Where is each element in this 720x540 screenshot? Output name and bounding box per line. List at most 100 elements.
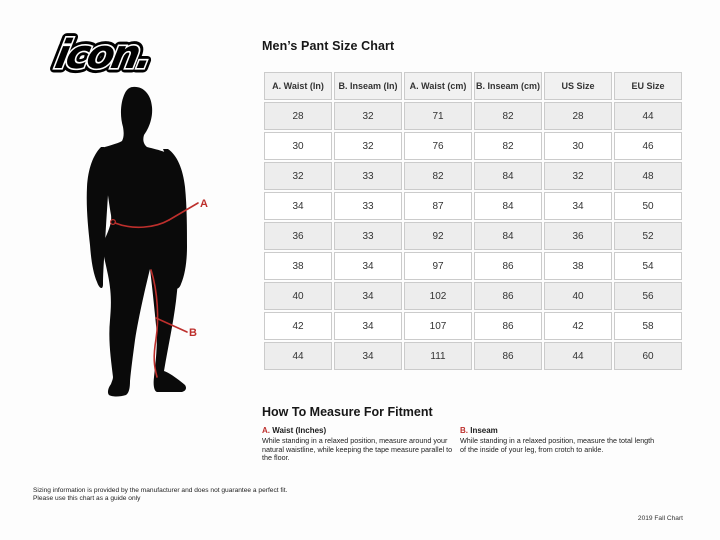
size-cell: 50 (614, 192, 682, 220)
size-cell: 28 (264, 102, 332, 130)
how-to-inseam: B. Inseam While standing in a relaxed po… (460, 426, 686, 454)
column-header: A. Waist (In) (264, 72, 332, 100)
table-row: 30 32 76 82 30 46 (264, 132, 682, 160)
size-table-body: 28 32 71 82 28 44 30 32 76 82 30 46 32 33 82 84 32 48 34 33… (264, 102, 682, 370)
inseam-label-text: Inseam (468, 426, 498, 435)
size-cell: 34 (544, 192, 612, 220)
size-cell: 52 (614, 222, 682, 250)
size-cell: 34 (334, 312, 402, 340)
size-cell: 84 (474, 162, 542, 190)
size-cell: 54 (614, 252, 682, 280)
size-cell: 111 (404, 342, 472, 370)
size-cell: 92 (404, 222, 472, 250)
size-cell: 30 (544, 132, 612, 160)
table-row: 38 34 97 86 38 54 (264, 252, 682, 280)
size-cell: 33 (334, 162, 402, 190)
size-cell: 82 (474, 132, 542, 160)
size-cell: 33 (334, 192, 402, 220)
size-cell: 71 (404, 102, 472, 130)
size-cell: 84 (474, 192, 542, 220)
size-cell: 32 (334, 102, 402, 130)
size-cell: 38 (264, 252, 332, 280)
size-cell: 34 (334, 252, 402, 280)
size-cell: 86 (474, 282, 542, 310)
table-row: 32 33 82 84 32 48 (264, 162, 682, 190)
table-row: 28 32 71 82 28 44 (264, 102, 682, 130)
size-cell: 30 (264, 132, 332, 160)
size-cell: 86 (474, 342, 542, 370)
size-cell: 32 (544, 162, 612, 190)
size-cell: 42 (544, 312, 612, 340)
inseam-instructions: While standing in a relaxed position, me… (460, 436, 655, 454)
inseam-label: B. Inseam (460, 426, 686, 435)
size-cell: 34 (334, 342, 402, 370)
size-cell: 34 (264, 192, 332, 220)
size-cell: 44 (544, 342, 612, 370)
size-cell: 28 (544, 102, 612, 130)
figure-label-a: A (200, 198, 208, 210)
size-cell: 60 (614, 342, 682, 370)
size-cell: 58 (614, 312, 682, 340)
size-cell: 42 (264, 312, 332, 340)
table-row: 42 34 107 86 42 58 (264, 312, 682, 340)
size-cell: 36 (544, 222, 612, 250)
size-cell: 46 (614, 132, 682, 160)
waist-pointer-line (168, 202, 199, 221)
inseam-measure-line (150, 269, 159, 378)
man-silhouette (99, 86, 186, 397)
size-cell: 38 (544, 252, 612, 280)
how-to-measure-section: How To Measure For Fitment A. Waist (Inc… (262, 405, 686, 462)
waist-label: A. Waist (Inches) (262, 426, 458, 435)
table-row: 34 33 87 84 34 50 (264, 192, 682, 220)
table-row: 44 34 111 86 44 60 (264, 342, 682, 370)
size-cell: 44 (264, 342, 332, 370)
size-cell: 34 (334, 282, 402, 310)
size-cell: 97 (404, 252, 472, 280)
waist-label-prefix: A. (262, 426, 270, 435)
size-cell: 40 (264, 282, 332, 310)
size-cell: 76 (404, 132, 472, 160)
man-silhouette-left-arm (86, 147, 110, 289)
column-header: B. Inseam (cm) (474, 72, 542, 100)
size-cell: 86 (474, 312, 542, 340)
measurement-figure-diagram: A B (86, 86, 208, 397)
waist-instructions: While standing in a relaxed position, me… (262, 436, 453, 463)
size-cell: 40 (544, 282, 612, 310)
table-row: 40 34 102 86 40 56 (264, 282, 682, 310)
waist-label-text: Waist (Inches) (270, 426, 327, 435)
size-cell: 48 (614, 162, 682, 190)
man-silhouette-right-arm (163, 149, 187, 289)
size-cell: 32 (264, 162, 332, 190)
size-cell: 82 (404, 162, 472, 190)
column-header: EU Size (614, 72, 682, 100)
icon-brand-logo: icon. icon. icon. (47, 27, 159, 80)
size-cell: 84 (474, 222, 542, 250)
column-header: US Size (544, 72, 612, 100)
size-cell: 56 (614, 282, 682, 310)
size-chart-table: A. Waist (In) B. Inseam (In) A. Waist (cm)… (262, 70, 684, 372)
size-cell: 86 (474, 252, 542, 280)
size-cell: 107 (404, 312, 472, 340)
size-cell: 102 (404, 282, 472, 310)
page-title: Men’s Pant Size Chart (262, 39, 395, 53)
chart-version: 2019 Fall Chart (637, 515, 683, 522)
sizing-disclaimer: Sizing information is provided by the ma… (33, 487, 288, 502)
size-table-head-row: A. Waist (In) B. Inseam (In) A. Waist (cm)… (264, 72, 682, 100)
figure-label-b: B (189, 327, 197, 339)
size-cell: 87 (404, 192, 472, 220)
how-to-heading: How To Measure For Fitment (262, 405, 433, 419)
size-cell: 82 (474, 102, 542, 130)
waist-line-end-loop (109, 219, 116, 226)
column-header: B. Inseam (In) (334, 72, 402, 100)
how-to-waist: A. Waist (Inches) While standing in a re… (262, 426, 458, 463)
inseam-label-prefix: B. (460, 426, 468, 435)
size-cell: 36 (264, 222, 332, 250)
size-cell: 33 (334, 222, 402, 250)
inseam-pointer-line (155, 317, 188, 333)
column-header: A. Waist (cm) (404, 72, 472, 100)
logo-text-pinstripe: icon. (52, 31, 155, 78)
waist-measure-line (114, 219, 170, 229)
logo-text: icon. (52, 31, 155, 78)
logo-text-outline: icon. (52, 31, 155, 78)
